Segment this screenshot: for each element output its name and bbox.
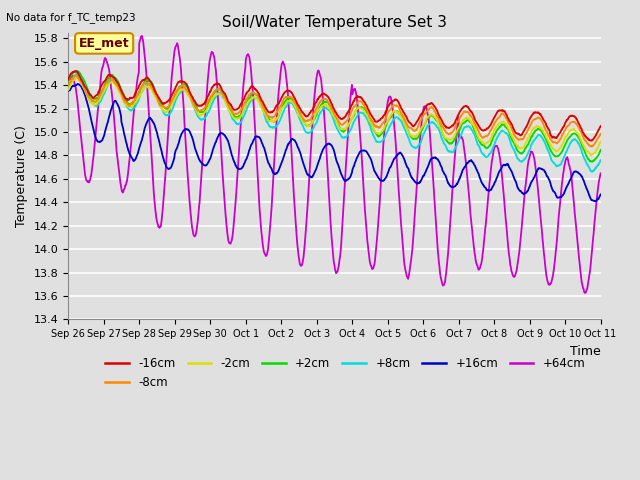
Text: EE_met: EE_met <box>79 37 129 50</box>
Y-axis label: Temperature (C): Temperature (C) <box>15 125 28 227</box>
Title: Soil/Water Temperature Set 3: Soil/Water Temperature Set 3 <box>222 15 447 30</box>
Text: No data for f_TC_temp23: No data for f_TC_temp23 <box>6 12 136 23</box>
X-axis label: Time: Time <box>570 345 600 358</box>
Legend: -16cm, -8cm, -2cm, +2cm, +8cm, +16cm, +64cm: -16cm, -8cm, -2cm, +2cm, +8cm, +16cm, +6… <box>100 352 590 394</box>
